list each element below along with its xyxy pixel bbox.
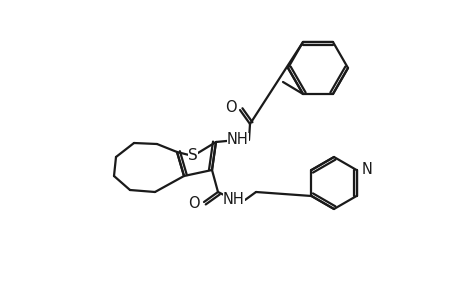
Text: NH: NH [223,193,244,208]
Text: N: N [361,163,372,178]
Text: S: S [188,148,197,164]
Text: O: O [188,196,200,211]
Text: O: O [225,100,236,116]
Text: NH: NH [227,133,248,148]
